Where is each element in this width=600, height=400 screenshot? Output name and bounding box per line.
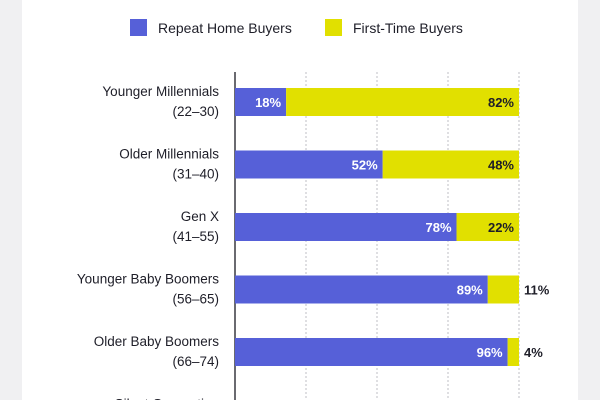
data-label: 82% — [488, 95, 514, 110]
bar-first-time-buyers — [507, 338, 519, 366]
category-label: Gen X (41–55) — [172, 209, 219, 244]
data-label: 22% — [488, 220, 514, 235]
bar-repeat-home-buyers — [235, 338, 508, 366]
bar-first-time-buyers — [456, 213, 519, 241]
category-label: Older Millennials (31–40) — [119, 147, 219, 182]
legend-item-repeat-home-buyers: Repeat Home Buyers — [130, 19, 292, 36]
category-label: Older Baby Boomers (66–74) — [94, 334, 220, 369]
data-label: 89% — [457, 283, 483, 298]
legend: Repeat Home Buyers First-Time Buyers — [130, 19, 463, 36]
category-label: Younger Baby Boomers (56–65) — [77, 272, 219, 307]
data-label: 4% — [524, 345, 543, 360]
category-label: Younger Millennials (22–30) — [102, 84, 219, 119]
chart-card — [22, 0, 578, 400]
bar-first-time-buyers — [286, 88, 519, 116]
legend-swatch — [130, 19, 147, 36]
data-label: 78% — [425, 220, 451, 235]
bar-first-time-buyers — [487, 275, 519, 304]
data-label: 48% — [488, 158, 514, 173]
bar-repeat-home-buyers — [235, 275, 488, 304]
legend-swatch — [325, 19, 342, 36]
data-label: 18% — [255, 95, 281, 110]
data-label: 11% — [524, 283, 550, 298]
bars: 18% 82% 52% 48% 78% 22% 89% 11% 96% 4% — [235, 88, 550, 366]
legend-item-first-time-buyers: First-Time Buyers — [325, 19, 463, 36]
data-label: 52% — [352, 158, 378, 173]
category-labels: Younger Millennials (22–30) Older Millenni… — [77, 84, 219, 400]
data-label: 96% — [477, 345, 503, 360]
legend-label: First-Time Buyers — [353, 20, 463, 36]
bar-first-time-buyers — [382, 150, 519, 179]
category-label: Silent Generation — [115, 397, 219, 400]
bar-repeat-home-buyers — [235, 213, 457, 241]
legend-label: Repeat Home Buyers — [158, 20, 292, 36]
bar-repeat-home-buyers — [235, 88, 287, 116]
bar-repeat-home-buyers — [235, 150, 383, 179]
